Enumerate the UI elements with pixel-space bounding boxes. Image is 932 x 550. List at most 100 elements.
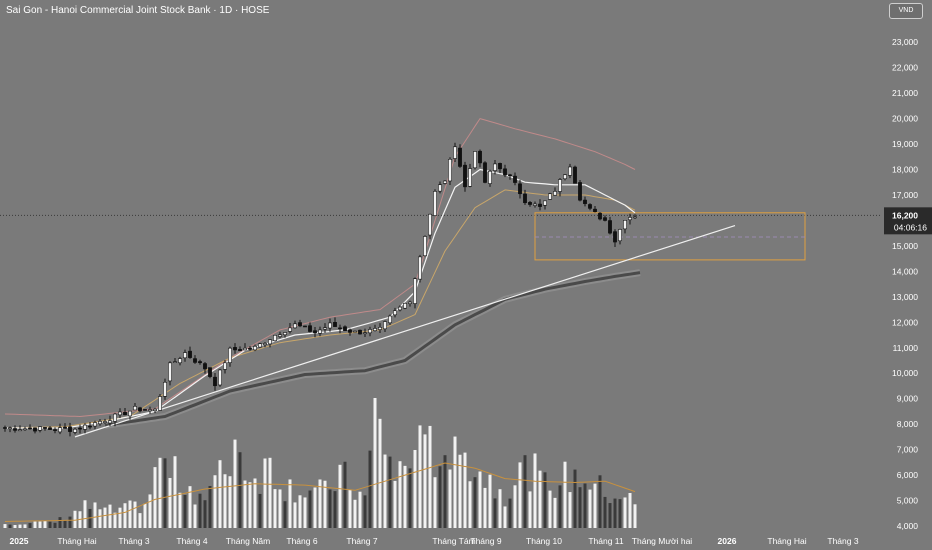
candle-body (18, 429, 22, 432)
candle-body (108, 420, 112, 424)
candle-body (268, 339, 272, 345)
volume-bar (358, 491, 362, 528)
volume-bar (158, 457, 162, 528)
candle-body (93, 422, 97, 427)
price-tick-label: 21,000 (892, 88, 918, 98)
candle-body (178, 358, 182, 364)
volume-bar (483, 487, 487, 528)
candle-body (213, 376, 217, 387)
time-axis[interactable]: 2025 Tháng Hai Tháng 3 Tháng 4 Tháng Năm Thán… (10, 536, 859, 546)
volume-bar (338, 464, 342, 528)
candle-body (603, 217, 607, 221)
volume-bar (433, 477, 437, 528)
candle-body (118, 411, 122, 416)
candle-body (288, 327, 292, 332)
volume-bar (183, 495, 187, 528)
volume-bar (313, 487, 317, 528)
candle-body (78, 427, 82, 430)
volume-bar (628, 492, 632, 528)
price-tick-label: 5,000 (897, 496, 919, 506)
volume-bar (298, 495, 302, 528)
price-tick-label: 12,000 (892, 317, 918, 327)
candle-body (228, 347, 232, 363)
candle-body (13, 428, 17, 431)
candle-body (373, 328, 377, 331)
time-tick-label: 2026 (718, 536, 737, 546)
volume-bar (38, 521, 42, 528)
volume-bar (33, 521, 37, 528)
volume-bar (388, 456, 392, 528)
time-tick-label: Tháng 4 (176, 536, 207, 546)
candle-body (503, 168, 507, 176)
candle-body (488, 170, 492, 184)
volume-bar (448, 469, 452, 528)
candle-body (73, 428, 77, 433)
candle-body (328, 322, 332, 329)
volume-bar (463, 452, 467, 528)
volume-bar (138, 513, 142, 528)
volume-bar (83, 500, 87, 528)
candle-body (568, 166, 572, 176)
volume-bar (568, 492, 572, 528)
volume-bar (543, 472, 547, 528)
candle-body (98, 421, 102, 425)
volume-bar (228, 476, 232, 528)
volume-bar (268, 457, 272, 528)
volume-bar (188, 486, 192, 528)
candle-body (418, 256, 422, 280)
volume-bar (253, 478, 257, 528)
price-tick-label: 23,000 (892, 37, 918, 47)
volume-bar (593, 483, 597, 528)
candle-body (248, 347, 252, 350)
candle-body (443, 180, 447, 184)
price-tick-label: 18,000 (892, 165, 918, 175)
time-tick-label: Tháng Hai (767, 536, 806, 546)
volume-bar (3, 524, 7, 528)
volume-bar (98, 509, 102, 528)
candle-body (558, 179, 562, 192)
time-tick-label: Tháng Mười hai (632, 536, 693, 546)
volume-bar (613, 498, 617, 528)
currency-selector[interactable]: VND (889, 3, 923, 19)
candle-body (533, 203, 537, 206)
moving-average-lines (4, 118, 736, 438)
candle-body (148, 409, 152, 412)
candle-body (398, 306, 402, 311)
candle-body (428, 213, 432, 236)
candle-body (338, 327, 342, 330)
volume-bar (28, 523, 32, 528)
candle-body (403, 303, 407, 309)
volume-bar (408, 468, 412, 528)
candle-body (458, 147, 462, 167)
volume-bar (633, 504, 637, 528)
last-price-value: 16,200 (892, 210, 918, 220)
candle-body (308, 325, 312, 332)
candle-body (128, 410, 132, 417)
candle-body (83, 424, 87, 430)
volume-bar (203, 500, 207, 528)
volume-bar (553, 497, 557, 528)
volume-bar (23, 524, 27, 528)
tan-ma-line (4, 189, 636, 429)
candle-body (578, 182, 582, 201)
candle-body (598, 212, 602, 220)
volume-bar (333, 491, 337, 528)
volume-bar (523, 455, 527, 528)
bar-countdown: 04:06:16 (894, 222, 927, 232)
time-tick-label: Tháng 11 (588, 536, 624, 546)
volume-bar (123, 503, 127, 528)
candle-body (293, 323, 297, 329)
candle-body (63, 426, 67, 429)
volume-bar (258, 493, 262, 528)
price-axis[interactable]: 23,000 22,000 21,000 20,000 19,000 18,000 17,0… (884, 37, 932, 531)
volume-bar (348, 489, 352, 528)
candle-body (3, 427, 7, 429)
volume-bar (503, 506, 507, 528)
volume-bar (208, 485, 212, 528)
price-tick-label: 7,000 (897, 445, 919, 455)
candle-body (138, 407, 142, 412)
volume-bar (43, 520, 47, 528)
price-tick-label: 14,000 (892, 266, 918, 276)
candle-body (143, 409, 147, 411)
